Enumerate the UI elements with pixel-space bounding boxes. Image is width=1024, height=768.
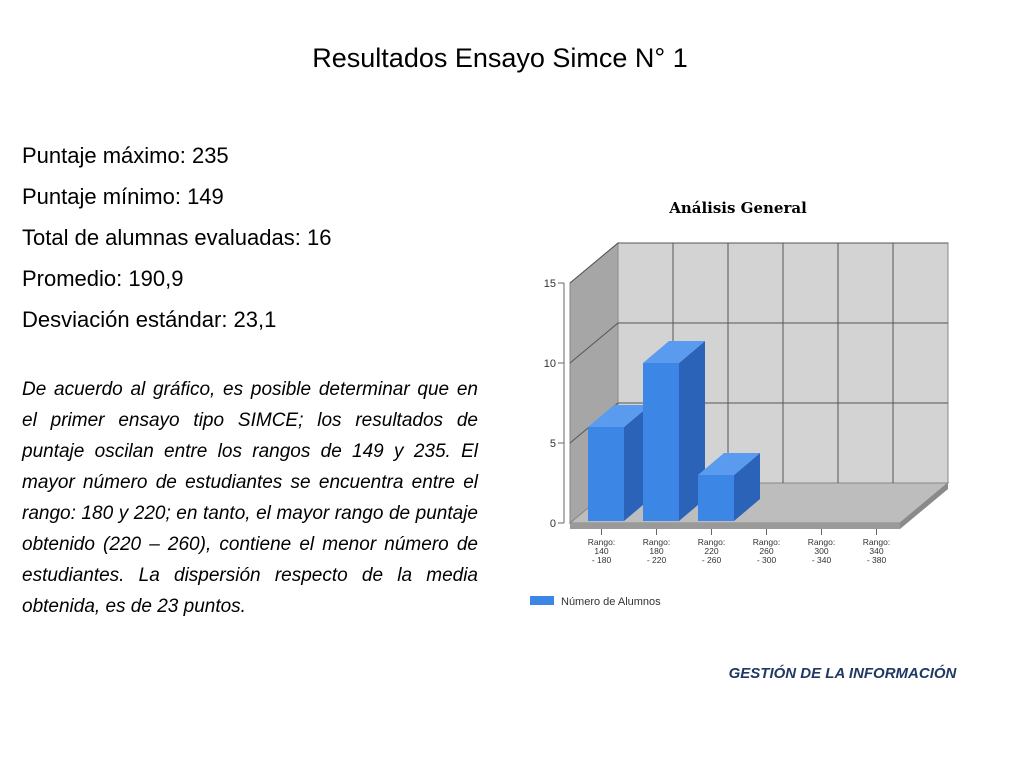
x-tick-label: 340 [869, 546, 883, 556]
x-tick-label: - 220 [647, 555, 667, 565]
y-tick-label: 0 [550, 518, 556, 530]
x-tick-label: Rango: [753, 537, 780, 547]
x-tick-label: - 300 [757, 555, 777, 565]
x-tick-label: - 260 [702, 555, 722, 565]
bar [643, 363, 679, 521]
x-tick-label: Rango: [643, 537, 670, 547]
y-tick-label: 5 [550, 438, 556, 450]
grid-line-side [569, 242, 619, 284]
stats-list: Puntaje máximo: 235 Puntaje mínimo: 149 … [22, 135, 331, 340]
chart-title: Análisis General [668, 199, 807, 217]
x-tick-label: Rango: [808, 537, 835, 547]
slide-title: Resultados Ensayo Simce N° 1 [312, 43, 688, 73]
analysis-paragraph: De acuerdo al gráfico, es posible determ… [22, 379, 478, 617]
legend-swatch [530, 596, 554, 605]
bar-top [588, 405, 650, 427]
y-tick-label: 15 [544, 278, 556, 290]
bar-side [734, 453, 760, 521]
bar-top [643, 341, 705, 363]
stat-std-deviation: Desviación estándar: 23,1 [22, 307, 277, 332]
stat-max-score: Puntaje máximo: 235 [22, 143, 229, 168]
x-tick-label: - 340 [812, 555, 832, 565]
x-tick-label: Rango: [863, 537, 890, 547]
y-tick-label: 10 [544, 358, 556, 370]
bar [588, 427, 624, 521]
x-tick-label: Rango: [588, 537, 615, 547]
x-tick-label: 140 [594, 546, 608, 556]
footer-label: GESTIÓN DE LA INFORMACIÓN [728, 665, 957, 682]
legend-label: Número de Alumnos [561, 596, 661, 608]
x-tick-label: 180 [649, 546, 663, 556]
x-tick-label: - 380 [867, 555, 887, 565]
x-tick-label: - 180 [592, 555, 612, 565]
chart-floor-edge-side [900, 483, 948, 529]
bar [698, 475, 734, 521]
bar-chart: Análisis General 0 5 10 15 Rango: 140- 180 Rang… [520, 185, 990, 615]
stat-min-score: Puntaje mínimo: 149 [22, 184, 224, 209]
stat-average: Promedio: 190,9 [22, 266, 184, 291]
x-tick-label: Rango: [698, 537, 725, 547]
bar-top [698, 453, 760, 475]
x-tick-label: 260 [759, 546, 773, 556]
x-tick-label: 220 [704, 546, 718, 556]
grid-line-side [569, 322, 619, 364]
chart-floor-edge [570, 523, 900, 529]
stat-total-students: Total de alumnas evaluadas: 16 [22, 225, 332, 250]
x-tick-label: 300 [814, 546, 828, 556]
